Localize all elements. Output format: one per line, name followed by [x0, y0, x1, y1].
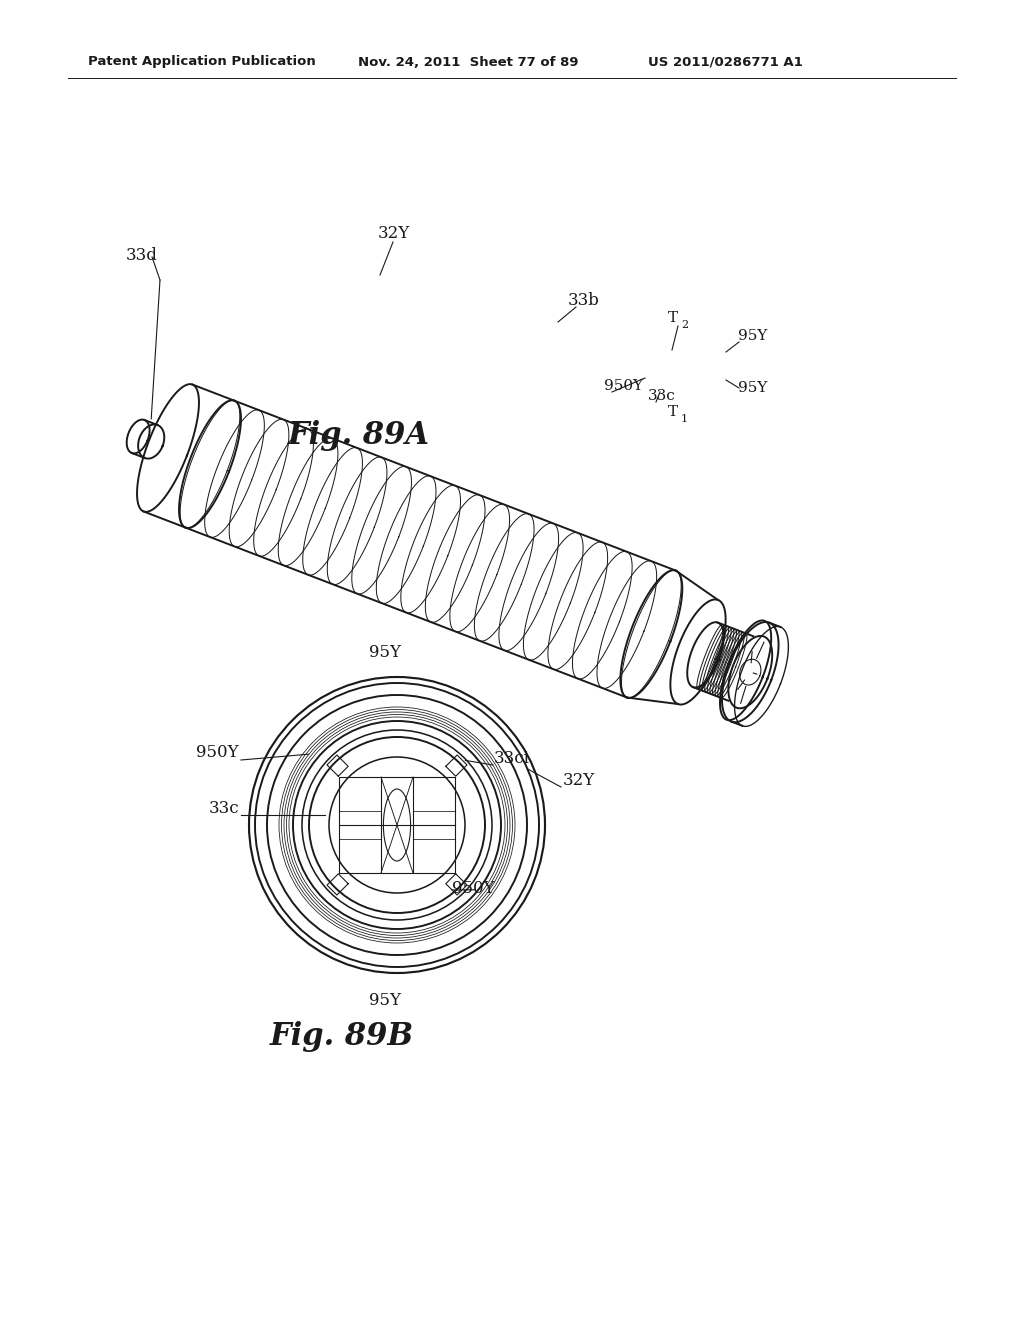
Text: 33c: 33c — [208, 800, 239, 817]
Text: 950Y: 950Y — [604, 379, 643, 393]
Text: 33c: 33c — [648, 389, 676, 403]
Text: 32Y: 32Y — [378, 224, 411, 242]
Text: 95Y: 95Y — [369, 644, 401, 661]
Text: Patent Application Publication: Patent Application Publication — [88, 55, 315, 69]
Text: T: T — [668, 405, 678, 418]
Text: Nov. 24, 2011  Sheet 77 of 89: Nov. 24, 2011 Sheet 77 of 89 — [358, 55, 579, 69]
Text: 95Y: 95Y — [369, 993, 401, 1008]
Text: 32Y: 32Y — [563, 772, 595, 789]
Text: 950Y: 950Y — [452, 880, 495, 898]
Text: 33b: 33b — [568, 292, 600, 309]
Text: T: T — [668, 312, 678, 325]
Text: 2: 2 — [681, 319, 688, 330]
Text: 33d: 33d — [126, 247, 158, 264]
Text: US 2011/0286771 A1: US 2011/0286771 A1 — [648, 55, 803, 69]
Text: 1: 1 — [681, 414, 688, 424]
Text: 33ci: 33ci — [494, 750, 529, 767]
Text: 95Y: 95Y — [738, 381, 767, 395]
Text: 950Y: 950Y — [197, 744, 239, 762]
Text: Fig. 89B: Fig. 89B — [270, 1020, 414, 1052]
Text: 95Y: 95Y — [738, 329, 767, 343]
Text: Fig. 89A: Fig. 89A — [288, 420, 430, 451]
